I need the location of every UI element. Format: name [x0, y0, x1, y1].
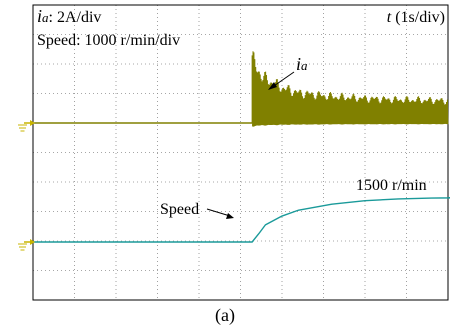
ground-markers — [18, 120, 35, 251]
ia-trace-after-step — [251, 51, 449, 127]
speed-final-label: 1500 r/min — [356, 177, 427, 194]
ia-ground-marker — [18, 120, 35, 132]
waveform-traces — [33, 51, 450, 243]
speed-callout-arrowhead — [226, 213, 234, 219]
time-scale-label: t (1s/div) — [387, 9, 445, 26]
figure-caption: (a) — [215, 305, 235, 325]
scope-grid — [33, 5, 448, 300]
plot-frame — [32, 4, 449, 301]
speed-trace-label: Speed — [160, 201, 199, 218]
speed-ground-marker — [18, 239, 35, 251]
ia-trace-label: ia — [296, 54, 308, 74]
speed-scale-label: Speed: 1000 r/min/div — [37, 32, 180, 49]
speed-trace — [33, 197, 450, 243]
speed-callout-line — [206, 208, 231, 217]
ia-scale-label: ia: 2A/div — [37, 6, 101, 26]
ia-callout-arrowhead — [268, 82, 277, 90]
